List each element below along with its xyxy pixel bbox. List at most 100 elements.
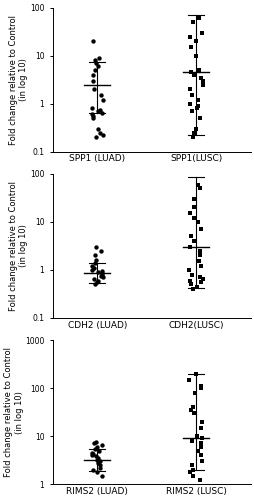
Point: [95, 442, 99, 450]
Point: [196, 258, 200, 266]
Point: [95, 278, 99, 286]
Point: [191, 409, 195, 417]
Point: [94, 59, 98, 67]
Point: [100, 270, 104, 278]
Point: [92, 440, 96, 448]
Point: [93, 259, 97, 267]
Point: [93, 243, 97, 251]
Point: [187, 32, 191, 40]
Point: [196, 66, 200, 74]
Point: [191, 466, 195, 473]
Point: [90, 110, 94, 118]
Point: [187, 210, 192, 218]
Point: [188, 43, 192, 51]
Point: [89, 451, 93, 459]
Point: [194, 370, 198, 378]
Point: [188, 232, 192, 240]
Point: [197, 184, 201, 192]
Point: [90, 266, 94, 274]
Point: [94, 438, 98, 446]
Point: [188, 68, 192, 76]
Point: [197, 252, 201, 260]
Point: [91, 77, 95, 85]
Point: [187, 376, 191, 384]
Point: [189, 461, 193, 469]
Point: [188, 243, 192, 251]
Point: [194, 37, 198, 45]
Point: [89, 448, 93, 456]
Point: [190, 472, 194, 480]
Point: [191, 214, 195, 222]
Point: [189, 107, 194, 115]
Point: [95, 454, 99, 462]
Point: [190, 285, 195, 293]
Point: [91, 112, 95, 120]
Point: [191, 71, 195, 79]
Point: [98, 128, 102, 136]
Point: [94, 468, 99, 476]
Point: [189, 436, 193, 444]
Point: [91, 71, 95, 79]
Point: [89, 104, 93, 112]
Point: [196, 14, 200, 22]
Point: [91, 264, 95, 272]
Point: [89, 262, 93, 270]
Point: [95, 456, 99, 464]
Y-axis label: Fold change relative to Control
(in log 10): Fold change relative to Control (in log …: [4, 347, 23, 477]
Point: [193, 388, 197, 396]
Point: [197, 114, 201, 122]
Point: [187, 100, 191, 108]
Point: [97, 106, 101, 114]
Point: [92, 56, 97, 64]
Point: [198, 262, 202, 270]
Point: [91, 37, 95, 45]
Point: [188, 406, 192, 414]
Point: [197, 476, 201, 484]
Point: [197, 274, 201, 281]
Point: [192, 237, 196, 245]
Point: [98, 457, 102, 465]
Point: [200, 275, 204, 283]
Point: [192, 128, 196, 136]
Point: [187, 266, 191, 274]
Point: [93, 444, 97, 452]
Point: [100, 131, 104, 139]
Point: [96, 458, 100, 466]
Point: [191, 204, 195, 212]
Point: [193, 124, 197, 132]
Point: [198, 451, 202, 459]
Point: [93, 256, 98, 264]
Point: [90, 466, 94, 473]
Point: [199, 442, 203, 450]
Point: [99, 247, 103, 255]
Point: [97, 446, 101, 454]
Point: [99, 91, 103, 99]
Point: [199, 382, 203, 390]
Point: [199, 418, 203, 426]
Point: [199, 457, 203, 465]
Point: [194, 282, 198, 290]
Point: [195, 96, 199, 104]
Point: [194, 432, 198, 440]
Point: [90, 450, 94, 458]
Point: [98, 461, 102, 469]
Point: [99, 472, 103, 480]
Point: [92, 252, 96, 260]
Point: [194, 104, 198, 112]
Point: [199, 29, 203, 37]
Point: [99, 108, 103, 116]
Point: [100, 441, 104, 449]
Point: [195, 218, 199, 226]
Point: [98, 272, 102, 280]
Point: [93, 280, 97, 288]
Point: [96, 276, 100, 284]
Point: [96, 107, 100, 115]
Y-axis label: Fold change relative to Control
(in log 10): Fold change relative to Control (in log …: [9, 181, 28, 311]
Point: [188, 468, 192, 476]
Point: [100, 96, 104, 104]
Point: [100, 274, 104, 281]
Point: [97, 464, 101, 471]
Point: [198, 440, 202, 448]
Point: [200, 80, 204, 88]
Point: [189, 270, 194, 278]
